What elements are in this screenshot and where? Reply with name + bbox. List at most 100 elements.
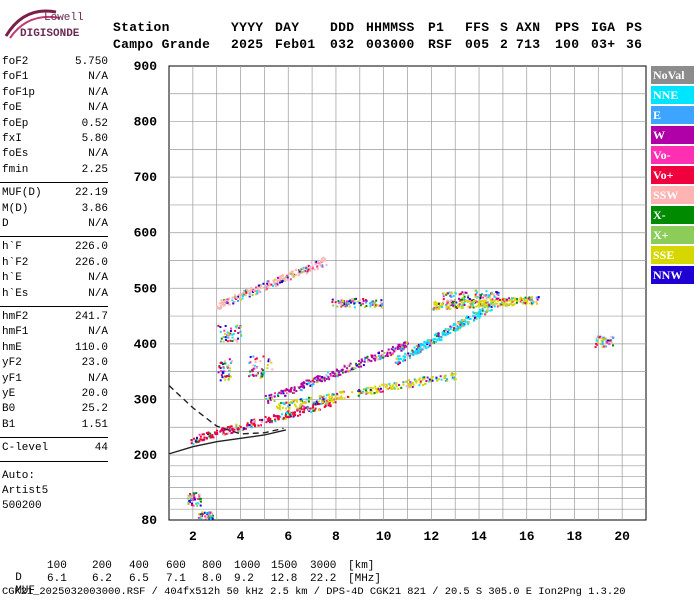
trace-point [324, 258, 327, 261]
noise-point [442, 292, 445, 295]
noise-point [240, 334, 243, 337]
trace-point [289, 388, 292, 391]
trace-point [398, 361, 401, 364]
trace-point [233, 301, 236, 304]
noise-point [341, 304, 344, 307]
noise-point [601, 345, 604, 348]
param-value: N/A [88, 148, 108, 161]
trace-point [288, 415, 291, 418]
trace-point [417, 345, 420, 348]
trace-point [293, 389, 296, 392]
noise-point [497, 297, 500, 300]
trace-point [213, 431, 216, 434]
trace-point [454, 378, 457, 381]
noise-point [217, 371, 220, 374]
trace-point [254, 419, 257, 422]
trace-point [323, 259, 326, 262]
trace-point [312, 406, 315, 409]
noise-point [217, 324, 220, 327]
trace-point [438, 304, 441, 307]
trace-point [250, 419, 253, 422]
trace-point [320, 264, 323, 267]
trace-point [393, 387, 396, 390]
trace-point [456, 304, 459, 307]
trace-point [441, 332, 444, 335]
noise-point [189, 501, 192, 504]
trace-point [385, 384, 388, 387]
header-value-8: 713 [516, 37, 541, 52]
trace-point [226, 298, 229, 301]
x-tick-label: 2 [189, 529, 197, 544]
trace-point [326, 371, 329, 374]
header-label-6: FFS [465, 20, 490, 35]
trace-point [524, 296, 527, 299]
trace-point [385, 383, 388, 386]
param-value: 241.7 [74, 311, 108, 323]
trace-point [267, 280, 270, 283]
noise-point [236, 324, 239, 327]
trace-point [288, 402, 291, 405]
noise-point [476, 291, 479, 294]
trace-point [251, 424, 254, 427]
noise-point [372, 301, 375, 304]
noise-point [266, 364, 269, 367]
trace-point [483, 305, 486, 308]
noise-point [219, 379, 222, 382]
trace-point [286, 391, 289, 394]
trace-point [315, 379, 318, 382]
noise-point [207, 517, 210, 520]
trace-point [449, 325, 452, 328]
noise-point [356, 300, 359, 303]
trace-point [302, 266, 305, 269]
trace-point [341, 371, 344, 374]
param-name: foEs [2, 148, 29, 161]
trace-point [506, 299, 509, 302]
param-row-10: D N/A [2, 218, 108, 230]
trace-point [484, 310, 487, 313]
trace-point [231, 431, 234, 434]
noise-point [210, 515, 213, 518]
trace-point [281, 418, 284, 421]
trace-point [201, 438, 204, 441]
trace-point [458, 326, 461, 329]
trace-point [440, 338, 443, 341]
trace-point [398, 355, 401, 358]
trace-point [290, 413, 293, 416]
trace-point [381, 383, 384, 386]
trace-point [260, 424, 263, 427]
noise-point [209, 517, 212, 520]
trace-point [380, 356, 383, 359]
trace-point [311, 384, 314, 387]
trace-point [256, 290, 259, 293]
trace-point [205, 437, 208, 440]
param-separator [0, 460, 108, 462]
trace-point [235, 423, 238, 426]
trace-point [340, 395, 343, 398]
noise-point [221, 361, 224, 364]
x-tick-label: 12 [424, 529, 440, 544]
noise-point [228, 358, 231, 361]
trace-point [339, 373, 342, 376]
trace-point [366, 390, 369, 393]
trace-point [445, 333, 448, 336]
trace-point [322, 398, 325, 401]
trace-point [433, 301, 436, 304]
trace-point [397, 343, 400, 346]
noise-point [342, 304, 345, 307]
noise-point [260, 372, 263, 375]
trace-point [428, 378, 431, 381]
noise-point [224, 338, 227, 341]
trace-point [512, 297, 515, 300]
trace-point [411, 382, 414, 385]
noise-point [377, 305, 380, 308]
muf-value-0: 6.1 [47, 573, 67, 585]
trace-point [332, 399, 335, 402]
trace-point [309, 267, 312, 270]
trace-point [310, 396, 313, 399]
noise-point [226, 333, 229, 336]
noise-point [229, 367, 232, 370]
param-name: foEp [2, 117, 29, 130]
noise-point [203, 511, 206, 514]
trace-point [478, 311, 481, 314]
trace-point [319, 260, 322, 263]
